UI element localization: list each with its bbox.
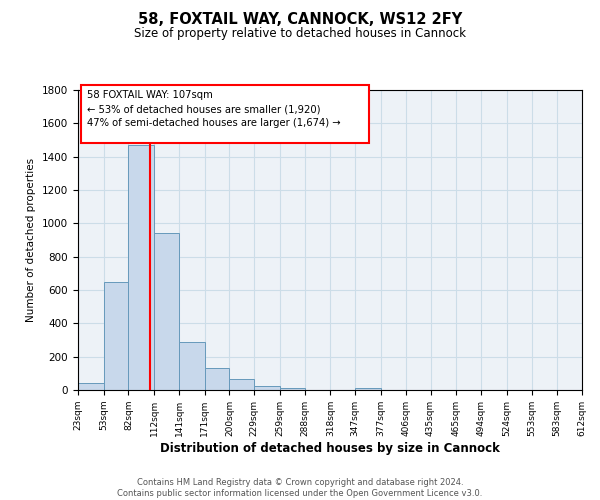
Bar (355, 388, 381, 390)
Bar (229, 379, 254, 390)
Text: Contains HM Land Registry data © Crown copyright and database right 2024.
Contai: Contains HM Land Registry data © Crown c… (118, 478, 482, 498)
Text: 58, FOXTAIL WAY, CANNOCK, WS12 2FY: 58, FOXTAIL WAY, CANNOCK, WS12 2FY (138, 12, 462, 28)
Bar (78, 384, 104, 390)
Bar (280, 388, 305, 390)
Bar (154, 234, 179, 390)
Y-axis label: Number of detached properties: Number of detached properties (26, 158, 37, 322)
Bar (254, 386, 280, 390)
Text: 58 FOXTAIL WAY: 107sqm
← 53% of detached houses are smaller (1,920)
47% of semi-: 58 FOXTAIL WAY: 107sqm ← 53% of detached… (87, 90, 341, 128)
Bar (205, 368, 229, 390)
Bar (104, 282, 128, 390)
Bar (128, 145, 154, 390)
X-axis label: Distribution of detached houses by size in Cannock: Distribution of detached houses by size … (160, 442, 500, 454)
Bar (179, 342, 205, 390)
Text: Size of property relative to detached houses in Cannock: Size of property relative to detached ho… (134, 28, 466, 40)
